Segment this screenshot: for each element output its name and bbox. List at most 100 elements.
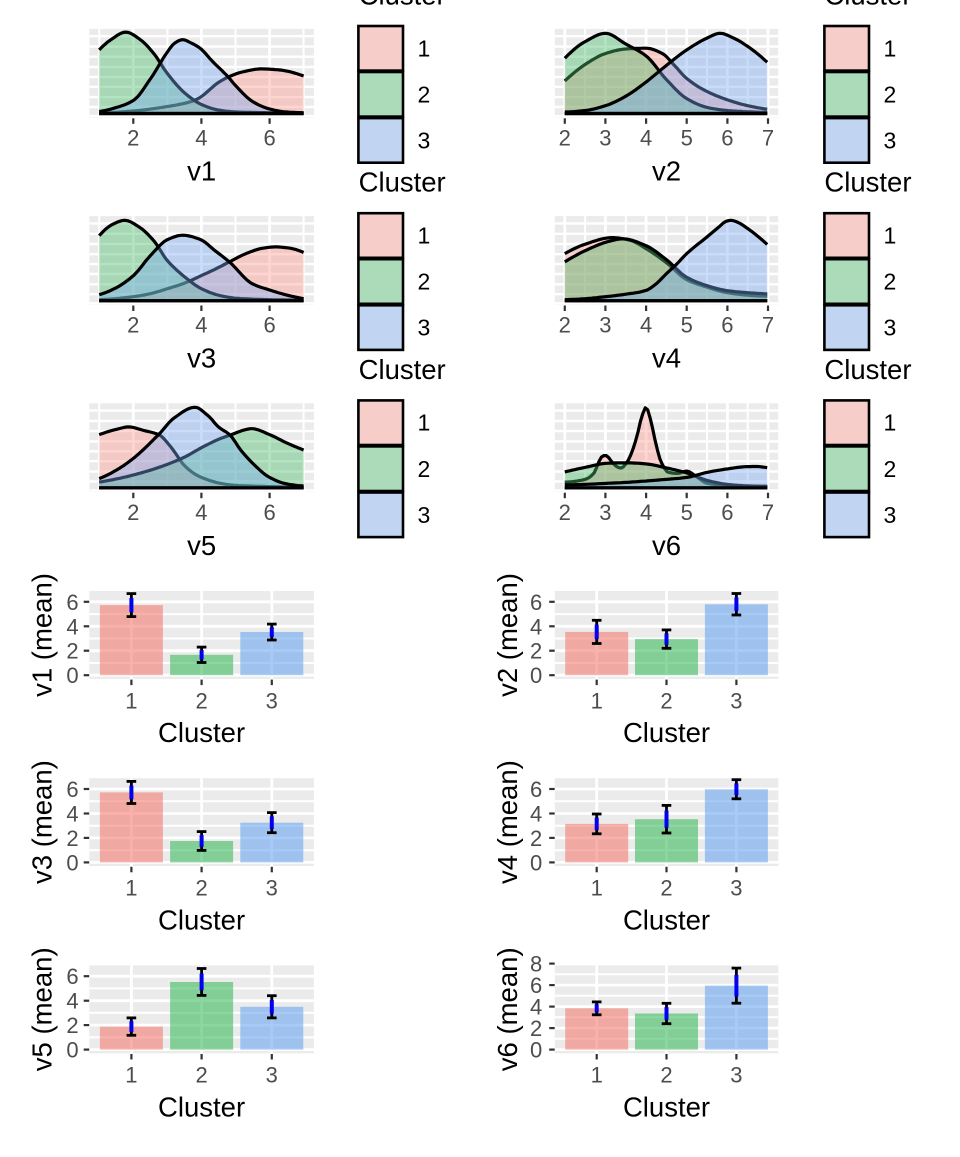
svg-text:8: 8 [530, 952, 542, 977]
svg-text:2: 2 [884, 456, 897, 482]
svg-text:Cluster: Cluster [623, 717, 710, 748]
svg-text:2: 2 [418, 81, 431, 107]
svg-text:Cluster: Cluster [359, 354, 446, 385]
svg-text:Cluster: Cluster [824, 167, 911, 198]
svg-text:2: 2 [195, 876, 207, 901]
svg-text:v1 (mean): v1 (mean) [27, 573, 58, 697]
svg-text:2: 2 [530, 1016, 542, 1041]
svg-text:v5 (mean): v5 (mean) [27, 947, 58, 1071]
svg-text:1: 1 [591, 688, 603, 713]
svg-text:3: 3 [418, 127, 431, 153]
svg-text:6: 6 [263, 313, 275, 338]
svg-text:2: 2 [195, 1063, 207, 1088]
svg-text:Cluster: Cluster [359, 167, 446, 198]
svg-text:Cluster: Cluster [158, 904, 245, 935]
svg-text:4: 4 [66, 802, 78, 827]
svg-text:2: 2 [559, 500, 571, 525]
svg-text:Cluster: Cluster [623, 904, 710, 935]
svg-text:2: 2 [559, 313, 571, 338]
svg-text:3: 3 [418, 315, 431, 341]
svg-text:5: 5 [681, 500, 693, 525]
svg-text:3: 3 [266, 1063, 278, 1088]
svg-text:1: 1 [125, 1063, 137, 1088]
svg-text:6: 6 [721, 500, 733, 525]
svg-text:3: 3 [599, 125, 611, 150]
svg-text:v3: v3 [187, 343, 216, 374]
svg-text:2: 2 [530, 826, 542, 851]
svg-text:3: 3 [266, 876, 278, 901]
svg-text:1: 1 [884, 35, 897, 61]
svg-text:3: 3 [884, 502, 897, 528]
svg-text:v5: v5 [187, 530, 216, 561]
svg-text:2: 2 [660, 1063, 672, 1088]
svg-text:2: 2 [127, 500, 139, 525]
svg-text:2: 2 [66, 639, 78, 664]
svg-text:3: 3 [418, 502, 431, 528]
svg-text:Cluster: Cluster [623, 1092, 710, 1123]
svg-text:4: 4 [195, 500, 207, 525]
svg-text:2: 2 [559, 125, 571, 150]
svg-text:2: 2 [660, 876, 672, 901]
svg-text:3: 3 [884, 127, 897, 153]
svg-text:v6: v6 [652, 530, 681, 561]
svg-text:v2 (mean): v2 (mean) [492, 573, 523, 697]
svg-text:3: 3 [599, 313, 611, 338]
svg-text:1: 1 [884, 223, 897, 249]
svg-text:6: 6 [263, 500, 275, 525]
svg-text:6: 6 [721, 313, 733, 338]
svg-text:6: 6 [530, 973, 542, 998]
svg-text:Cluster: Cluster [158, 1092, 245, 1123]
svg-text:1: 1 [591, 1063, 603, 1088]
svg-text:4: 4 [195, 125, 207, 150]
svg-text:1: 1 [125, 876, 137, 901]
svg-text:v3 (mean): v3 (mean) [27, 760, 58, 884]
svg-text:4: 4 [66, 989, 78, 1014]
svg-text:4: 4 [195, 313, 207, 338]
svg-text:4: 4 [640, 313, 652, 338]
svg-text:1: 1 [418, 410, 431, 436]
svg-text:v2: v2 [652, 156, 681, 187]
svg-text:4: 4 [530, 995, 542, 1020]
svg-text:v4: v4 [652, 343, 681, 374]
svg-text:2: 2 [418, 456, 431, 482]
svg-text:6: 6 [66, 590, 78, 615]
svg-text:1: 1 [125, 688, 137, 713]
svg-text:4: 4 [530, 802, 542, 827]
svg-text:4: 4 [640, 500, 652, 525]
svg-text:2: 2 [66, 826, 78, 851]
svg-text:6: 6 [721, 125, 733, 150]
svg-text:6: 6 [66, 964, 78, 989]
svg-text:0: 0 [66, 663, 78, 688]
svg-text:v6 (mean): v6 (mean) [492, 947, 523, 1071]
svg-text:0: 0 [530, 663, 542, 688]
svg-text:3: 3 [730, 688, 742, 713]
svg-text:2: 2 [884, 269, 897, 295]
svg-text:2: 2 [127, 125, 139, 150]
svg-text:3: 3 [884, 315, 897, 341]
svg-text:1: 1 [884, 410, 897, 436]
svg-text:1: 1 [418, 35, 431, 61]
svg-text:4: 4 [66, 614, 78, 639]
svg-text:2: 2 [127, 313, 139, 338]
svg-text:2: 2 [418, 269, 431, 295]
svg-text:3: 3 [266, 688, 278, 713]
svg-text:2: 2 [660, 688, 672, 713]
svg-text:v4 (mean): v4 (mean) [492, 760, 523, 884]
svg-text:3: 3 [730, 876, 742, 901]
svg-text:1: 1 [591, 876, 603, 901]
svg-text:6: 6 [66, 777, 78, 802]
svg-text:5: 5 [681, 313, 693, 338]
svg-text:2: 2 [530, 639, 542, 664]
svg-text:7: 7 [762, 500, 774, 525]
svg-text:v1: v1 [187, 156, 216, 187]
svg-text:3: 3 [730, 1063, 742, 1088]
svg-text:Cluster: Cluster [359, 0, 446, 10]
svg-text:6: 6 [530, 590, 542, 615]
svg-text:7: 7 [762, 125, 774, 150]
svg-text:6: 6 [530, 777, 542, 802]
svg-text:0: 0 [66, 1038, 78, 1063]
svg-text:2: 2 [66, 1013, 78, 1038]
svg-text:7: 7 [762, 313, 774, 338]
svg-text:0: 0 [530, 1038, 542, 1063]
svg-text:5: 5 [681, 125, 693, 150]
